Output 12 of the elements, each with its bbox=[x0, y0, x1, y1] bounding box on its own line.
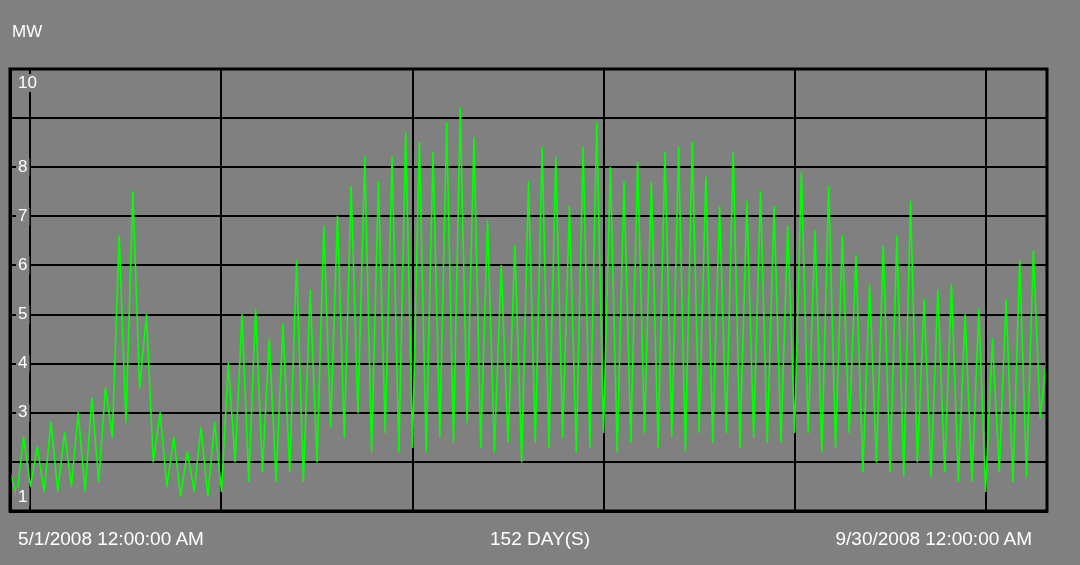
text: 152 DAY(S) bbox=[490, 528, 590, 550]
y-tick-label: 6 bbox=[18, 255, 28, 275]
y-tick-label: 3 bbox=[18, 402, 28, 422]
y-tick-label: 4 bbox=[18, 353, 28, 373]
y-tick-label: 10 bbox=[18, 72, 37, 92]
y-tick-label: 7 bbox=[18, 206, 28, 226]
y-tick-label: 5 bbox=[18, 304, 28, 324]
y-tick-label: 1 bbox=[18, 486, 28, 506]
y-axis-title: MW bbox=[12, 22, 43, 42]
text: 5/1/2008 12:00:00 AM bbox=[18, 528, 204, 550]
y-tick-label: 8 bbox=[18, 156, 28, 176]
text: 9/30/2008 12:00:00 AM bbox=[835, 528, 1032, 550]
